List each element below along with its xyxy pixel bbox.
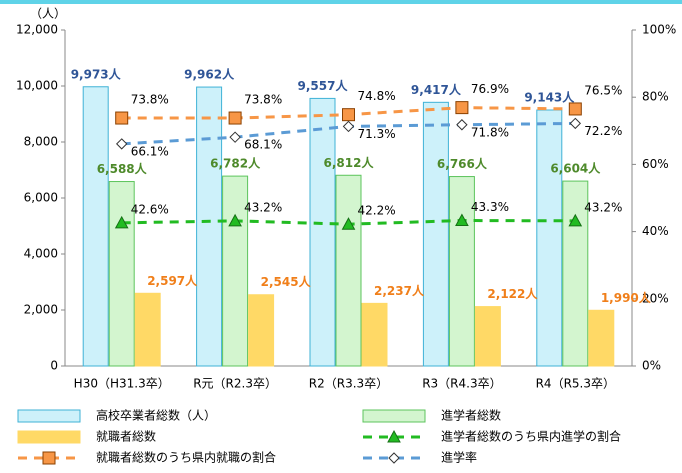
line-value-label: 72.2% (584, 124, 622, 138)
bar (361, 302, 388, 367)
y2-tick-label: 100% (642, 23, 676, 37)
line-marker (342, 108, 355, 122)
line-value-label: 73.8% (131, 93, 169, 107)
legend-marker (387, 429, 401, 443)
y2-tick-label: 20% (642, 291, 669, 305)
legend-swatch (17, 430, 81, 444)
x-tick-label: R元（R2.3卒） (193, 377, 277, 391)
line-value-label: 71.8% (471, 125, 509, 139)
y-tick-label: 4,000 (24, 247, 58, 261)
bar (248, 294, 275, 367)
y2-tick-label: 40% (642, 224, 669, 238)
bar (82, 86, 109, 367)
bar (422, 101, 449, 367)
legend-label: 進学者総数 (441, 408, 501, 423)
line-value-label: 43.3% (471, 200, 509, 214)
line-value-label: 43.2% (244, 200, 282, 214)
bar-value-label: 6,588人 (97, 161, 148, 176)
bar-value-label: 9,962人 (184, 67, 235, 82)
bar-value-label: 9,143人 (524, 89, 575, 104)
y-tick-label: 2,000 (24, 303, 58, 317)
line-marker (115, 111, 129, 125)
line-value-label: 74.8% (358, 89, 396, 103)
y-tick-label: 10,000 (16, 79, 58, 93)
bar (108, 181, 135, 367)
bar (222, 175, 249, 367)
bar-value-label: 9,973人 (71, 66, 122, 81)
bar-value-label: 9,417人 (411, 82, 462, 97)
y-tick-label: 12,000 (16, 23, 58, 37)
bar (536, 109, 563, 367)
y2-tick-label: 80% (642, 90, 669, 104)
line-marker (228, 111, 242, 125)
line-value-label: 42.2% (358, 204, 396, 218)
legend-label: 進学率 (441, 450, 477, 465)
x-tick-label: H30（H31.3卒） (74, 377, 170, 391)
legend-swatch (362, 409, 426, 423)
y2-tick-label: 0% (642, 359, 661, 373)
line-marker (115, 138, 128, 150)
line-marker (455, 213, 469, 227)
line-marker (114, 215, 129, 229)
line-value-label: 43.2% (584, 200, 622, 214)
bar (134, 292, 161, 367)
line-value-label: 76.5% (584, 83, 622, 97)
bar (562, 180, 589, 367)
line-marker (568, 213, 583, 227)
legend-marker (42, 451, 56, 465)
legend-label: 進学者総数のうち県内進学の割合 (441, 429, 621, 444)
bar (335, 174, 362, 367)
bar-value-label: 6,604人 (550, 161, 601, 176)
line-marker (229, 131, 241, 143)
bar (196, 86, 223, 367)
line-value-label: 76.9% (471, 82, 509, 96)
line-value-label: 73.8% (244, 93, 282, 107)
line-value-label: 71.3% (358, 127, 396, 141)
bar (474, 306, 501, 367)
bar-value-label: 2,122人 (487, 286, 538, 301)
x-tick-label: R4（R5.3卒） (536, 377, 615, 391)
line-value-label: 68.1% (244, 138, 282, 152)
legend-label: 就職者総数のうち県内就職の割合 (96, 450, 276, 465)
x-tick-label: R2（R3.3卒） (309, 377, 388, 391)
bar (588, 309, 615, 367)
bar-value-label: 1,990人 (601, 290, 652, 305)
line-marker (455, 101, 469, 115)
y-tick-label: 6,000 (24, 191, 58, 205)
y-axis-label: （人） (30, 7, 66, 21)
line-marker (568, 102, 582, 116)
bar-value-label: 6,782人 (210, 156, 261, 171)
y-tick-label: 0 (50, 359, 58, 373)
line-value-label: 66.1% (131, 144, 169, 158)
legend-label: 就職者総数 (96, 429, 156, 444)
bar-value-label: 6,766人 (437, 156, 488, 171)
bar-value-label: 2,597人 (147, 273, 198, 288)
line-value-label: 42.6% (131, 202, 169, 216)
bar (309, 97, 336, 367)
y2-tick-label: 60% (642, 157, 669, 171)
line-marker (569, 117, 582, 130)
bar-value-label: 6,812人 (324, 155, 375, 170)
legend-marker (388, 452, 400, 464)
line-marker (456, 119, 468, 131)
legend-swatch (17, 409, 81, 423)
line-marker (228, 213, 242, 227)
line-marker (341, 217, 356, 230)
line-marker (342, 120, 355, 133)
bar-value-label: 2,545人 (261, 274, 312, 289)
bar-value-label: 2,237人 (374, 283, 425, 298)
x-tick-label: R3（R4.3卒） (422, 377, 501, 391)
legend-label: 高校卒業者総数（人） (96, 408, 216, 423)
bar-value-label: 9,557人 (298, 78, 349, 93)
top-border (0, 0, 682, 4)
bar (448, 176, 475, 367)
y-tick-label: 8,000 (24, 135, 58, 149)
